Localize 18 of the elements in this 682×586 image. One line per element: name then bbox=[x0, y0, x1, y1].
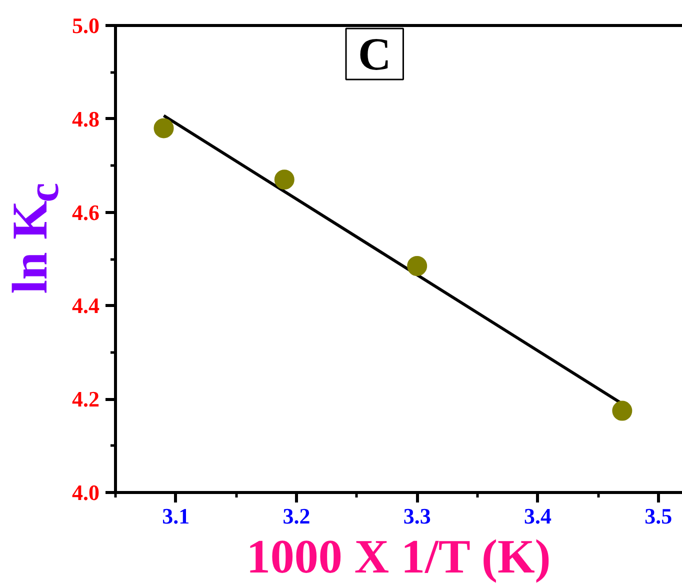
x-tick-label: 3.2 bbox=[282, 504, 310, 528]
point bbox=[612, 400, 632, 421]
point bbox=[407, 256, 428, 276]
y-tick-label: 5.0 bbox=[72, 13, 100, 38]
annotation: C bbox=[358, 28, 392, 80]
point bbox=[274, 170, 294, 190]
y-tick-label: 4.4 bbox=[72, 293, 100, 318]
point bbox=[154, 118, 174, 138]
y-tick-label: 4.2 bbox=[72, 386, 100, 412]
x-tick-label: 3.5 bbox=[644, 504, 672, 528]
x-tick-label: 3.4 bbox=[524, 504, 552, 528]
y-tick-label: 4.8 bbox=[72, 106, 100, 132]
x-tick-label: 3.3 bbox=[403, 504, 431, 528]
y-axis-title: ln Kc bbox=[2, 182, 68, 294]
x-axis-title: 1000 X 1/T (K) bbox=[246, 530, 551, 584]
y-tick-label: 4.0 bbox=[72, 480, 100, 505]
y-tick-label: 4.6 bbox=[72, 200, 100, 225]
x-tick-label: 3.1 bbox=[162, 504, 190, 528]
